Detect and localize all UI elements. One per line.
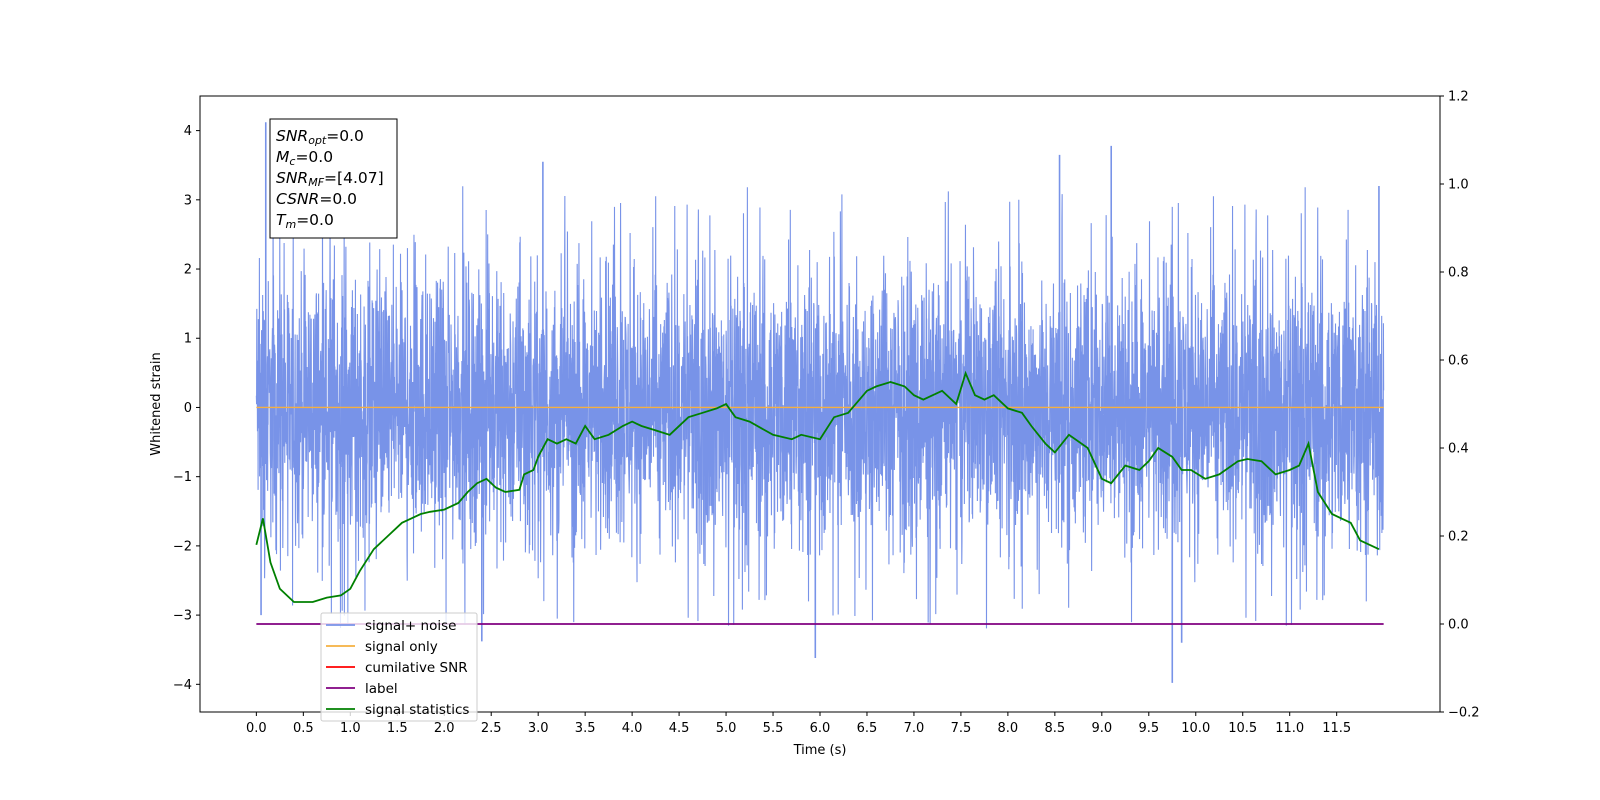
x-tick-label: 4.0 <box>622 721 643 736</box>
x-tick-label: 3.5 <box>575 721 596 736</box>
y-axis-label: Whitened strain <box>149 352 164 455</box>
y-tick-label: −4 <box>173 678 192 693</box>
y-tick-label: 4 <box>184 124 192 139</box>
x-tick-label: 7.5 <box>951 721 972 736</box>
legend-label: cumilative SNR <box>365 660 468 676</box>
x-tick-label: 8.0 <box>998 721 1019 736</box>
x-tick-label: 8.5 <box>1045 721 1066 736</box>
y-tick-label: 2 <box>184 263 192 278</box>
x-axis-label: Time (s) <box>793 743 847 758</box>
annotation-line: Tm=0.0 <box>276 211 334 231</box>
x-tick-label: 10.5 <box>1228 721 1257 736</box>
x-tick-label: 2.5 <box>481 721 502 736</box>
x-tick-label: 3.0 <box>528 721 549 736</box>
y-tick-label: 3 <box>184 193 192 208</box>
x-tick-label: 6.5 <box>857 721 878 736</box>
y-tick-label: 1 <box>184 332 192 347</box>
y-axis-right: −0.2 0.0 0.2 0.4 0.6 0.8 1.0 1.2 <box>1440 90 1480 721</box>
series-signal-statistics-line <box>255 370 1380 603</box>
x-tick-label: 4.5 <box>669 721 690 736</box>
x-tick-label: 11.5 <box>1322 721 1351 736</box>
x-tick-label: 5.5 <box>763 721 784 736</box>
y2-tick-label: 1.2 <box>1448 90 1469 105</box>
x-tick-label: 9.5 <box>1138 721 1159 736</box>
y2-tick-label: −0.2 <box>1448 706 1480 721</box>
legend: signal+ noise signal only cumilative SNR la… <box>320 612 478 722</box>
x-axis: 0.0 0.5 1.0 1.5 2.0 2.5 3.0 3.5 4.0 4.5 5.0 5.5 6.0 6… <box>246 712 1351 736</box>
y2-tick-label: 1.0 <box>1448 178 1469 193</box>
annotation-line: CSNR=0.0 <box>276 190 357 208</box>
legend-label: label <box>365 681 398 697</box>
plot-area <box>255 122 1385 683</box>
annotation-line: Mc=0.0 <box>276 148 333 168</box>
x-tick-label: 7.0 <box>904 721 925 736</box>
y-axis-left: −4 −3 −2 −1 0 1 2 3 4 <box>173 124 200 693</box>
y2-tick-label: 0.0 <box>1448 618 1469 633</box>
x-tick-label: 11.0 <box>1275 721 1304 736</box>
x-tick-label: 1.5 <box>387 721 408 736</box>
x-tick-label: 5.0 <box>716 721 737 736</box>
annotation-frame <box>269 118 398 239</box>
y2-tick-label: 0.4 <box>1448 442 1469 457</box>
legend-label: signal only <box>365 639 438 655</box>
y2-tick-label: 0.8 <box>1448 266 1469 281</box>
legend-label: signal+ noise <box>365 618 456 634</box>
y-tick-label: 0 <box>184 401 192 416</box>
legend-label: signal statistics <box>365 702 469 718</box>
series-signal-noise-line <box>255 186 1385 629</box>
x-tick-label: 2.0 <box>434 721 455 736</box>
x-tick-label: 0.0 <box>246 721 267 736</box>
legend-frame <box>320 612 478 722</box>
annotation-line: SNRopt=0.0 <box>276 127 364 147</box>
x-tick-label: 1.0 <box>340 721 361 736</box>
x-tick-label: 0.5 <box>293 721 314 736</box>
y-tick-label: −1 <box>173 470 192 485</box>
annotation-line: SNRMF=[4.07] <box>276 169 384 189</box>
x-tick-label: 9.0 <box>1091 721 1112 736</box>
x-tick-label: 6.0 <box>810 721 831 736</box>
x-tick-label: 10.0 <box>1181 721 1210 736</box>
y2-tick-label: 0.2 <box>1448 530 1469 545</box>
y-tick-label: −2 <box>173 539 192 554</box>
y-tick-label: −3 <box>173 609 192 624</box>
y2-tick-label: 0.6 <box>1448 354 1469 369</box>
